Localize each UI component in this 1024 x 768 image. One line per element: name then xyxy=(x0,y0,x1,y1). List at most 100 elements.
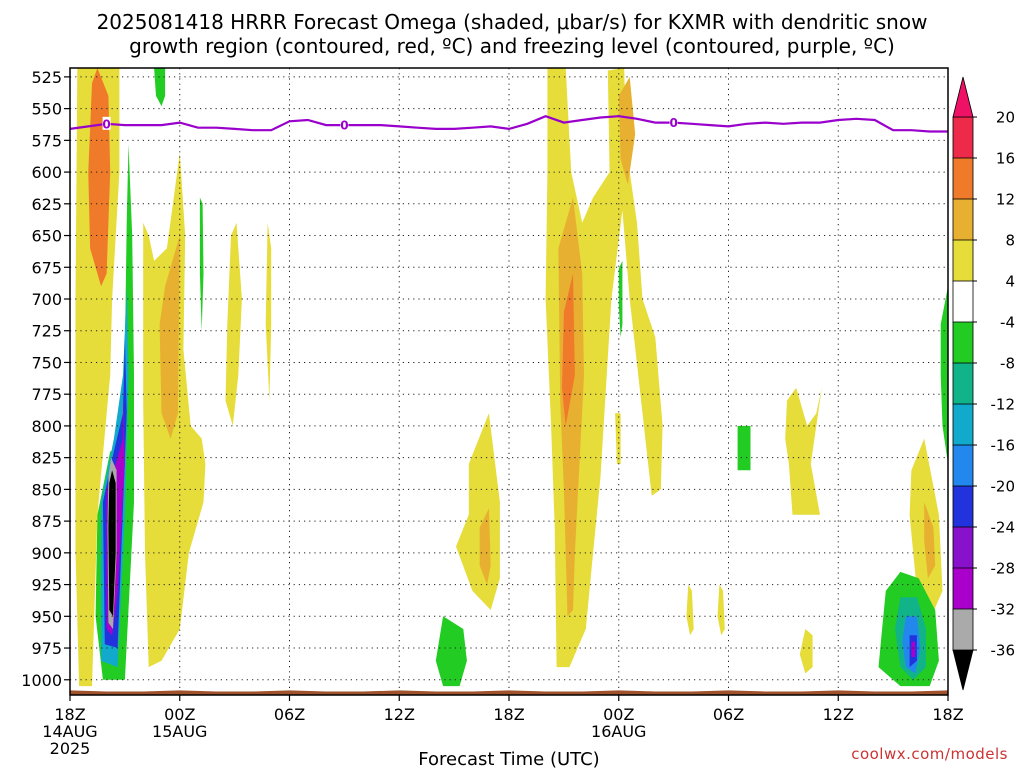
colorbar-label-7: -12 xyxy=(991,396,1016,414)
colorbar-top-arrow xyxy=(952,76,974,118)
y-tick-label-675: 675 xyxy=(31,258,62,277)
freezing-label-bg-1 xyxy=(340,118,349,132)
omega-region-19 xyxy=(562,273,575,426)
freezing-label-0: 0 xyxy=(102,117,110,131)
plot-area: 0 0 0 xyxy=(69,67,949,696)
colorbar-label-0: 20 xyxy=(996,109,1015,127)
omega-region-20 xyxy=(618,76,636,185)
omega-region-26 xyxy=(785,387,822,515)
colorbar-label-9: -20 xyxy=(991,478,1016,496)
x-tick-date-6: 15AUG xyxy=(152,722,207,741)
colorbar-band-9 xyxy=(952,485,974,528)
y-tick-label-625: 625 xyxy=(31,195,62,214)
colorbar-label-12: -32 xyxy=(991,601,1016,619)
colorbar-label-11: -28 xyxy=(991,560,1016,578)
y-tick-label-925: 925 xyxy=(31,576,62,595)
colorbar-bottom-arrow xyxy=(952,649,974,691)
y-tick-label-575: 575 xyxy=(31,131,62,150)
y-tick-label-600: 600 xyxy=(31,163,62,182)
colorbar-band-4 xyxy=(952,280,974,323)
omega-region-25 xyxy=(737,425,751,471)
x-tick-label-36: 06Z xyxy=(713,705,744,724)
x-tick-label-42: 12Z xyxy=(823,705,854,724)
grid-lines xyxy=(69,68,949,695)
chart-title-line-1: 2025081418 HRRR Forecast Omega (shaded, … xyxy=(97,10,928,34)
omega-region-18 xyxy=(558,197,584,617)
colorbar-label-3: 8 xyxy=(1005,232,1015,250)
y-tick-label-850: 850 xyxy=(31,480,62,499)
x-tick-label-12: 06Z xyxy=(274,705,305,724)
colorbar-band-10 xyxy=(952,526,974,569)
omega-region-35 xyxy=(940,286,948,464)
colorbar-label-1: 16 xyxy=(996,150,1015,168)
colorbar-band-7 xyxy=(952,403,974,446)
colorbar-band-1 xyxy=(952,157,974,200)
colorbar-label-13: -36 xyxy=(991,642,1016,660)
colorbar-label-8: -16 xyxy=(991,437,1016,455)
colorbar-band-3 xyxy=(952,239,974,282)
omega-region-24 xyxy=(717,584,725,636)
freezing-level-labels: 0 0 0 xyxy=(102,115,678,133)
omega-region-29 xyxy=(924,502,936,579)
omega-region-0 xyxy=(75,68,120,687)
x-tick-label-30: 00Z xyxy=(603,705,634,724)
omega-region-16 xyxy=(435,616,467,687)
omega-region-7 xyxy=(108,470,116,617)
y-tick-label-550: 550 xyxy=(31,100,62,119)
freezing-level-contour xyxy=(69,115,948,133)
y-tick-label-950: 950 xyxy=(31,607,62,626)
freezing-label-2: 0 xyxy=(669,116,677,130)
y-tick-label-975: 975 xyxy=(31,639,62,658)
colorbar-band-5 xyxy=(952,321,974,364)
colorbar-label-10: -24 xyxy=(991,519,1016,537)
omega-region-12 xyxy=(225,222,242,426)
x-axis-label: Forecast Time (UTC) xyxy=(418,749,599,768)
y-axis-ticks: 525 550 575 600 625 650 675 700 725 750 775 800 825 8… xyxy=(21,68,70,690)
y-tick-label-775: 775 xyxy=(31,385,62,404)
x-tick-label-48: 18Z xyxy=(932,705,963,724)
colorbar-band-0 xyxy=(952,116,974,159)
colorbar-band-6 xyxy=(952,362,974,405)
colorbar-label-2: 12 xyxy=(996,191,1015,209)
x-tick-label-24: 18Z xyxy=(493,705,524,724)
colorbar-band-12 xyxy=(952,608,974,651)
omega-region-27 xyxy=(799,629,813,674)
colorbar-label-5: -4 xyxy=(1000,314,1015,332)
colorbar-band-2 xyxy=(952,198,974,241)
x-tick-date-30: 16AUG xyxy=(591,722,646,741)
omega-region-10 xyxy=(159,235,180,439)
chart-title-line-2: growth region (contoured, red, ºC) and f… xyxy=(129,34,895,58)
omega-region-34 xyxy=(911,641,916,657)
colorbar: 20 16 12 8 4 -4 -8 -12 -16 -20 -24 -28 -32 -36 xyxy=(952,76,1016,691)
x-tick-label-18: 12Z xyxy=(384,705,415,724)
omega-region-8 xyxy=(154,68,166,107)
x-tick-year-0: 2025 xyxy=(50,739,91,758)
y-tick-label-700: 700 xyxy=(31,290,62,309)
colorbar-label-6: -8 xyxy=(1000,355,1015,373)
ground-surface xyxy=(70,690,948,695)
x-tick-label-6: 00Z xyxy=(164,705,195,724)
colorbar-band-8 xyxy=(952,444,974,487)
y-tick-label-650: 650 xyxy=(31,227,62,246)
omega-region-13 xyxy=(265,222,272,401)
y-tick-label-1000: 1000 xyxy=(21,671,62,690)
y-tick-label-875: 875 xyxy=(31,512,62,531)
omega-region-11 xyxy=(199,197,204,331)
y-tick-label-800: 800 xyxy=(31,417,62,436)
y-tick-label-900: 900 xyxy=(31,544,62,563)
y-tick-label-725: 725 xyxy=(31,322,62,341)
colorbar-label-4: 4 xyxy=(1005,273,1015,291)
freezing-label-1: 0 xyxy=(340,119,348,133)
omega-region-21 xyxy=(618,260,623,338)
y-tick-label-825: 825 xyxy=(31,449,62,468)
colorbar-band-11 xyxy=(952,567,974,610)
credit-text: coolwx.com/models xyxy=(851,745,1008,763)
y-tick-label-525: 525 xyxy=(31,68,62,87)
x-tick-label-0: 18Z xyxy=(54,705,85,724)
omega-region-23 xyxy=(686,584,694,636)
x-tick-date-0: 14AUG xyxy=(42,722,97,741)
omega-region-15 xyxy=(479,508,491,585)
y-tick-label-750: 750 xyxy=(31,353,62,372)
